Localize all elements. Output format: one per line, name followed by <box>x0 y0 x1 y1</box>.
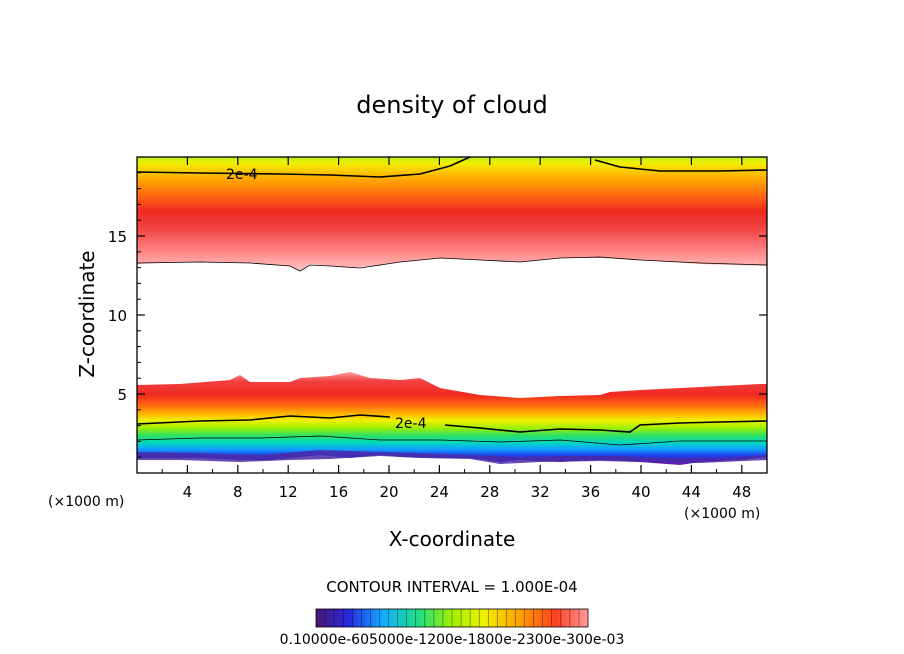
contour-interval: CONTOUR INTERVAL = 1.000E-04 <box>326 578 577 596</box>
contour-line-upper-edge <box>137 256 767 272</box>
y-axis-label: Z-coordinate <box>75 250 99 377</box>
x-tick-label: 40 <box>631 483 650 501</box>
x-tick-label: 32 <box>531 483 550 501</box>
x-unit-left: (×1000 m) <box>48 494 124 510</box>
contour-line-lower <box>137 414 767 433</box>
upper-cloud-layer <box>137 157 767 270</box>
x-unit-right: (×1000 m) <box>684 506 760 522</box>
x-tick-label: 48 <box>732 483 751 501</box>
x-axis-label: X-coordinate <box>389 527 516 551</box>
y-axis-ticks: 5 10 15 <box>108 172 767 458</box>
contour-labels: 2e-4 2e-4 <box>226 167 427 432</box>
x-tick-label: 28 <box>480 483 499 501</box>
chart-title: density of cloud <box>356 91 547 119</box>
contour-line-upper <box>137 157 767 178</box>
colorbar: 0.10000e-605000e-1200e-1800e-2300e-300e-… <box>280 608 625 648</box>
y-tick-label: 15 <box>108 228 127 246</box>
x-tick-label: 4 <box>183 483 193 501</box>
lower-cloud-layer <box>137 372 767 465</box>
contour-line-lower-edge <box>137 435 767 446</box>
colorbar-divisions <box>324 609 580 627</box>
x-tick-label: 44 <box>682 483 701 501</box>
contour-label-lower: 2e-4 <box>395 416 427 432</box>
x-axis-ticks: 4 8 12 16 20 24 28 32 36 40 44 48 <box>161 157 751 501</box>
x-tick-label: 12 <box>279 483 298 501</box>
lower-layer-base-fringe <box>137 450 767 464</box>
y-tick-label: 10 <box>108 307 127 325</box>
y-tick-label: 5 <box>117 386 127 404</box>
plot-area <box>137 157 767 473</box>
x-tick-label: 36 <box>581 483 600 501</box>
x-tick-label: 16 <box>329 483 348 501</box>
contour-label-upper: 2e-4 <box>226 167 258 183</box>
x-tick-label: 8 <box>233 483 243 501</box>
colorbar-labels: 0.10000e-605000e-1200e-1800e-2300e-300e-… <box>280 632 625 648</box>
x-tick-label: 24 <box>430 483 449 501</box>
x-tick-label: 20 <box>379 483 398 501</box>
